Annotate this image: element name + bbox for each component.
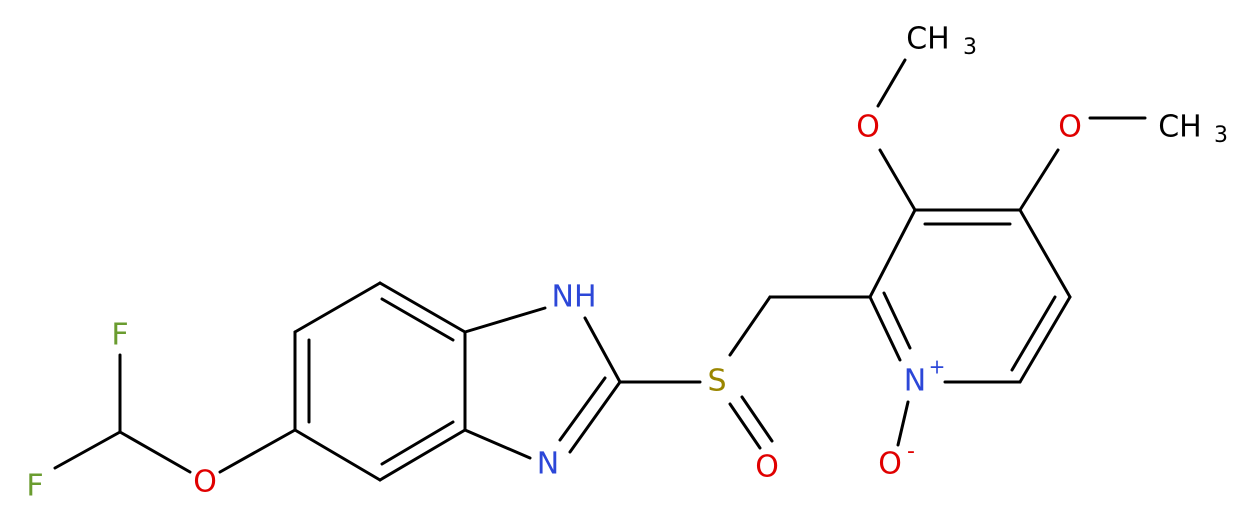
bond [583,316,622,384]
subscript: 3 [1214,123,1228,148]
bonds [53,58,1147,482]
bond [728,295,772,357]
atom-label: O [856,110,880,145]
bond [53,430,122,470]
bond [882,291,912,350]
bond [1018,208,1072,299]
atom-label: S [707,364,726,399]
subscript: 3 [963,35,977,60]
bond [896,400,910,447]
bond [463,428,532,460]
bond [378,428,467,482]
atom-labels: F F O NH N S O N + O - O CH 3 O CH 3 [26,22,1228,504]
bond [1010,295,1057,372]
charge: + [929,355,946,379]
bond [868,295,902,362]
bond [878,148,917,212]
bond [378,281,467,334]
atom-label: O [878,447,902,482]
atom-label: CH [906,22,950,57]
bond [740,395,774,443]
atom-label: NH [552,280,597,315]
bond [293,428,382,482]
bond [868,208,917,299]
bond [876,58,907,108]
atom-label: O [193,465,217,500]
atom-label: F [111,318,128,353]
charge: - [907,439,915,464]
bond [728,402,762,450]
atom-label: F [26,469,43,504]
bond [118,430,192,474]
bond [380,420,455,466]
atom-label: CH [1158,110,1202,145]
bond [218,428,297,474]
atom-label: O [1058,110,1082,145]
bond [463,306,547,334]
bond [380,297,455,342]
atom-label: O [755,450,779,485]
bond [293,281,382,334]
bond [568,380,622,454]
bond [1018,148,1060,212]
bond [1018,295,1072,384]
bond [558,376,607,442]
atom-label: N [904,364,926,399]
atom-label: N [537,447,559,482]
